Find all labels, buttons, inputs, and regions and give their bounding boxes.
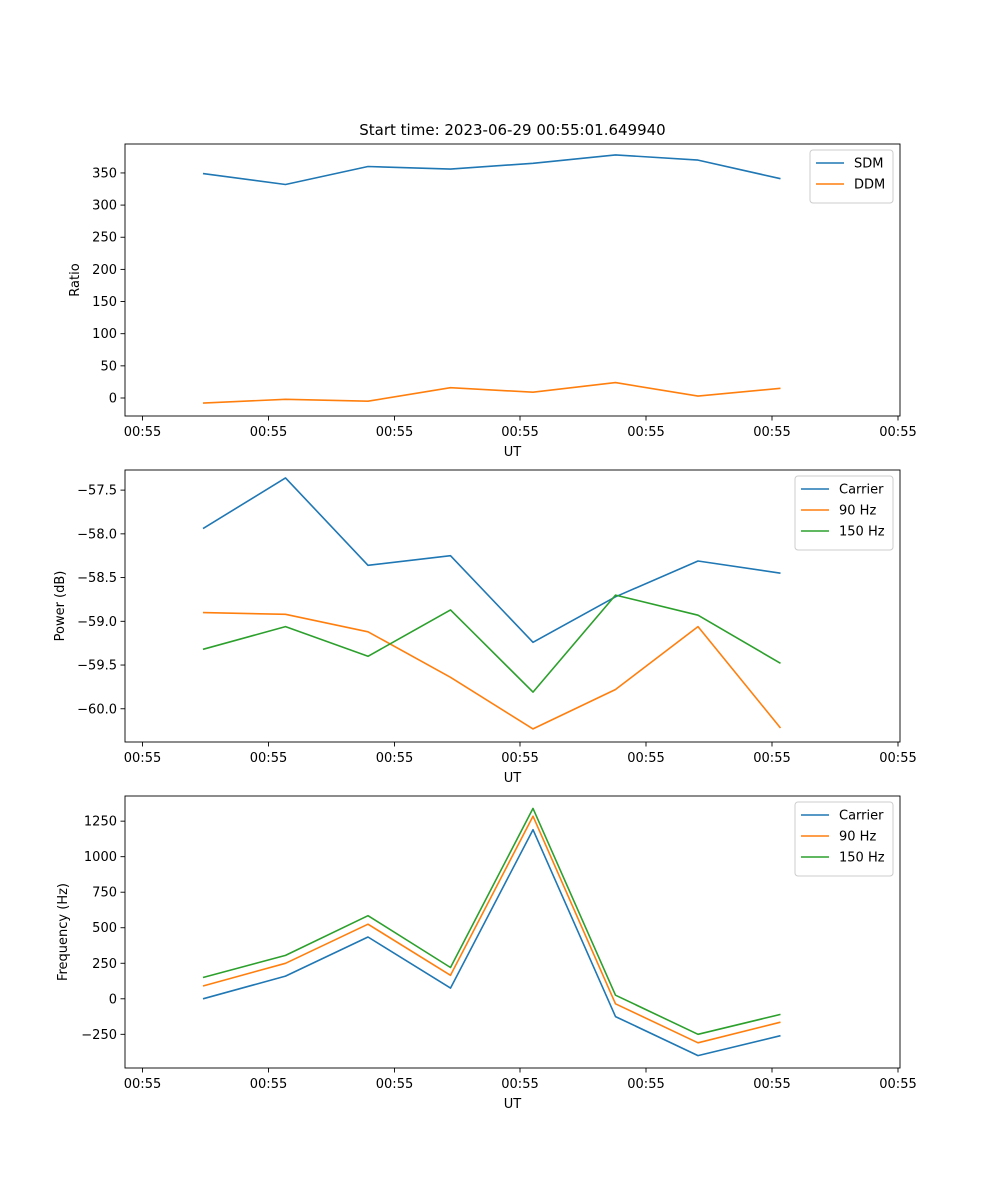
y-tick-label: 250 (92, 957, 117, 972)
series-line-carrier (202, 477, 781, 644)
y-tick-label: −60.0 (77, 702, 117, 717)
series-line-150-hz (202, 594, 781, 693)
chart-panel-1: 00:55 00:55 00:55 00:55 00:55 00:55 00:55 −60.0… (53, 469, 917, 786)
y-tick-label: 50 (100, 359, 117, 374)
y-tick-label: 750 (92, 886, 117, 901)
x-tick-label: 00:55 (250, 751, 287, 766)
series-line-sdm (202, 154, 781, 186)
x-tick-label: 00:55 (879, 425, 916, 440)
x-tick-label: 00:55 (124, 1077, 161, 1092)
x-axis-label: UT (504, 445, 522, 460)
chart-title: Start time: 2023-06-29 00:55:01.649940 (359, 121, 665, 139)
legend-label: SDM (854, 157, 883, 172)
y-tick-label: 500 (92, 921, 117, 936)
x-tick-label: 00:55 (753, 751, 790, 766)
chart-panel-2: 00:55 00:55 00:55 00:55 00:55 00:55 00:55 −250 0… (56, 795, 917, 1112)
y-tick-label: 300 (92, 199, 117, 214)
x-tick-label: 00:55 (627, 751, 664, 766)
y-tick-label: −250 (81, 1028, 117, 1043)
y-tick-label: −58.0 (77, 527, 117, 542)
series-line-ddm (202, 381, 781, 404)
legend-label: 90 Hz (839, 830, 876, 845)
x-axis-label: UT (504, 771, 522, 786)
series-line-90-hz (202, 815, 781, 1044)
series-line-150-hz (202, 807, 781, 1036)
x-tick-label: 00:55 (753, 425, 790, 440)
chart-panel-0: Start time: 2023-06-29 00:55:01.64994000… (68, 121, 917, 460)
y-tick-label: −59.0 (77, 615, 117, 630)
legend: Carrier 90 Hz 150 Hz (794, 801, 894, 877)
series-line-90-hz (202, 611, 782, 730)
y-axis-label: Ratio (68, 263, 83, 296)
y-tick-label: 0 (109, 992, 117, 1007)
y-tick-label: 250 (92, 231, 117, 246)
y-tick-label: 1250 (84, 815, 117, 830)
x-tick-label: 00:55 (124, 751, 161, 766)
x-axis-label: UT (504, 1097, 522, 1112)
x-tick-label: 00:55 (376, 751, 413, 766)
y-tick-label: 1000 (84, 850, 117, 865)
x-tick-label: 00:55 (753, 1077, 790, 1092)
axes-frame (124, 469, 901, 743)
legend-label: 90 Hz (839, 504, 876, 519)
x-tick-label: 00:55 (250, 1077, 287, 1092)
legend-label: 150 Hz (839, 851, 885, 866)
y-tick-label: 350 (92, 166, 117, 181)
x-tick-label: 00:55 (879, 1077, 916, 1092)
y-tick-label: −58.5 (77, 571, 117, 586)
axes-frame (124, 143, 901, 417)
x-tick-label: 00:55 (501, 425, 538, 440)
y-tick-label: 0 (109, 391, 117, 406)
legend-label: Carrier (839, 483, 884, 498)
x-tick-label: 00:55 (376, 425, 413, 440)
x-tick-label: 00:55 (250, 425, 287, 440)
x-tick-label: 00:55 (124, 425, 161, 440)
legend: Carrier 90 Hz 150 Hz (794, 475, 894, 551)
y-tick-label: 150 (92, 295, 117, 310)
x-tick-label: 00:55 (501, 751, 538, 766)
y-axis-label: Power (dB) (53, 571, 68, 642)
x-tick-label: 00:55 (376, 1077, 413, 1092)
y-tick-label: −57.5 (77, 484, 117, 499)
y-tick-label: −59.5 (77, 659, 117, 674)
x-tick-label: 00:55 (501, 1077, 538, 1092)
legend-label: Carrier (839, 809, 884, 824)
legend: SDM DDM (809, 149, 894, 204)
y-tick-label: 100 (92, 327, 117, 342)
x-tick-label: 00:55 (627, 425, 664, 440)
series-line-carrier (202, 828, 781, 1057)
y-axis-label: Frequency (Hz) (56, 883, 71, 981)
x-tick-label: 00:55 (627, 1077, 664, 1092)
x-tick-label: 00:55 (879, 751, 916, 766)
axes-frame (124, 795, 901, 1069)
legend-label: 150 Hz (839, 525, 885, 540)
y-tick-label: 200 (92, 263, 117, 278)
legend-label: DDM (854, 178, 885, 193)
